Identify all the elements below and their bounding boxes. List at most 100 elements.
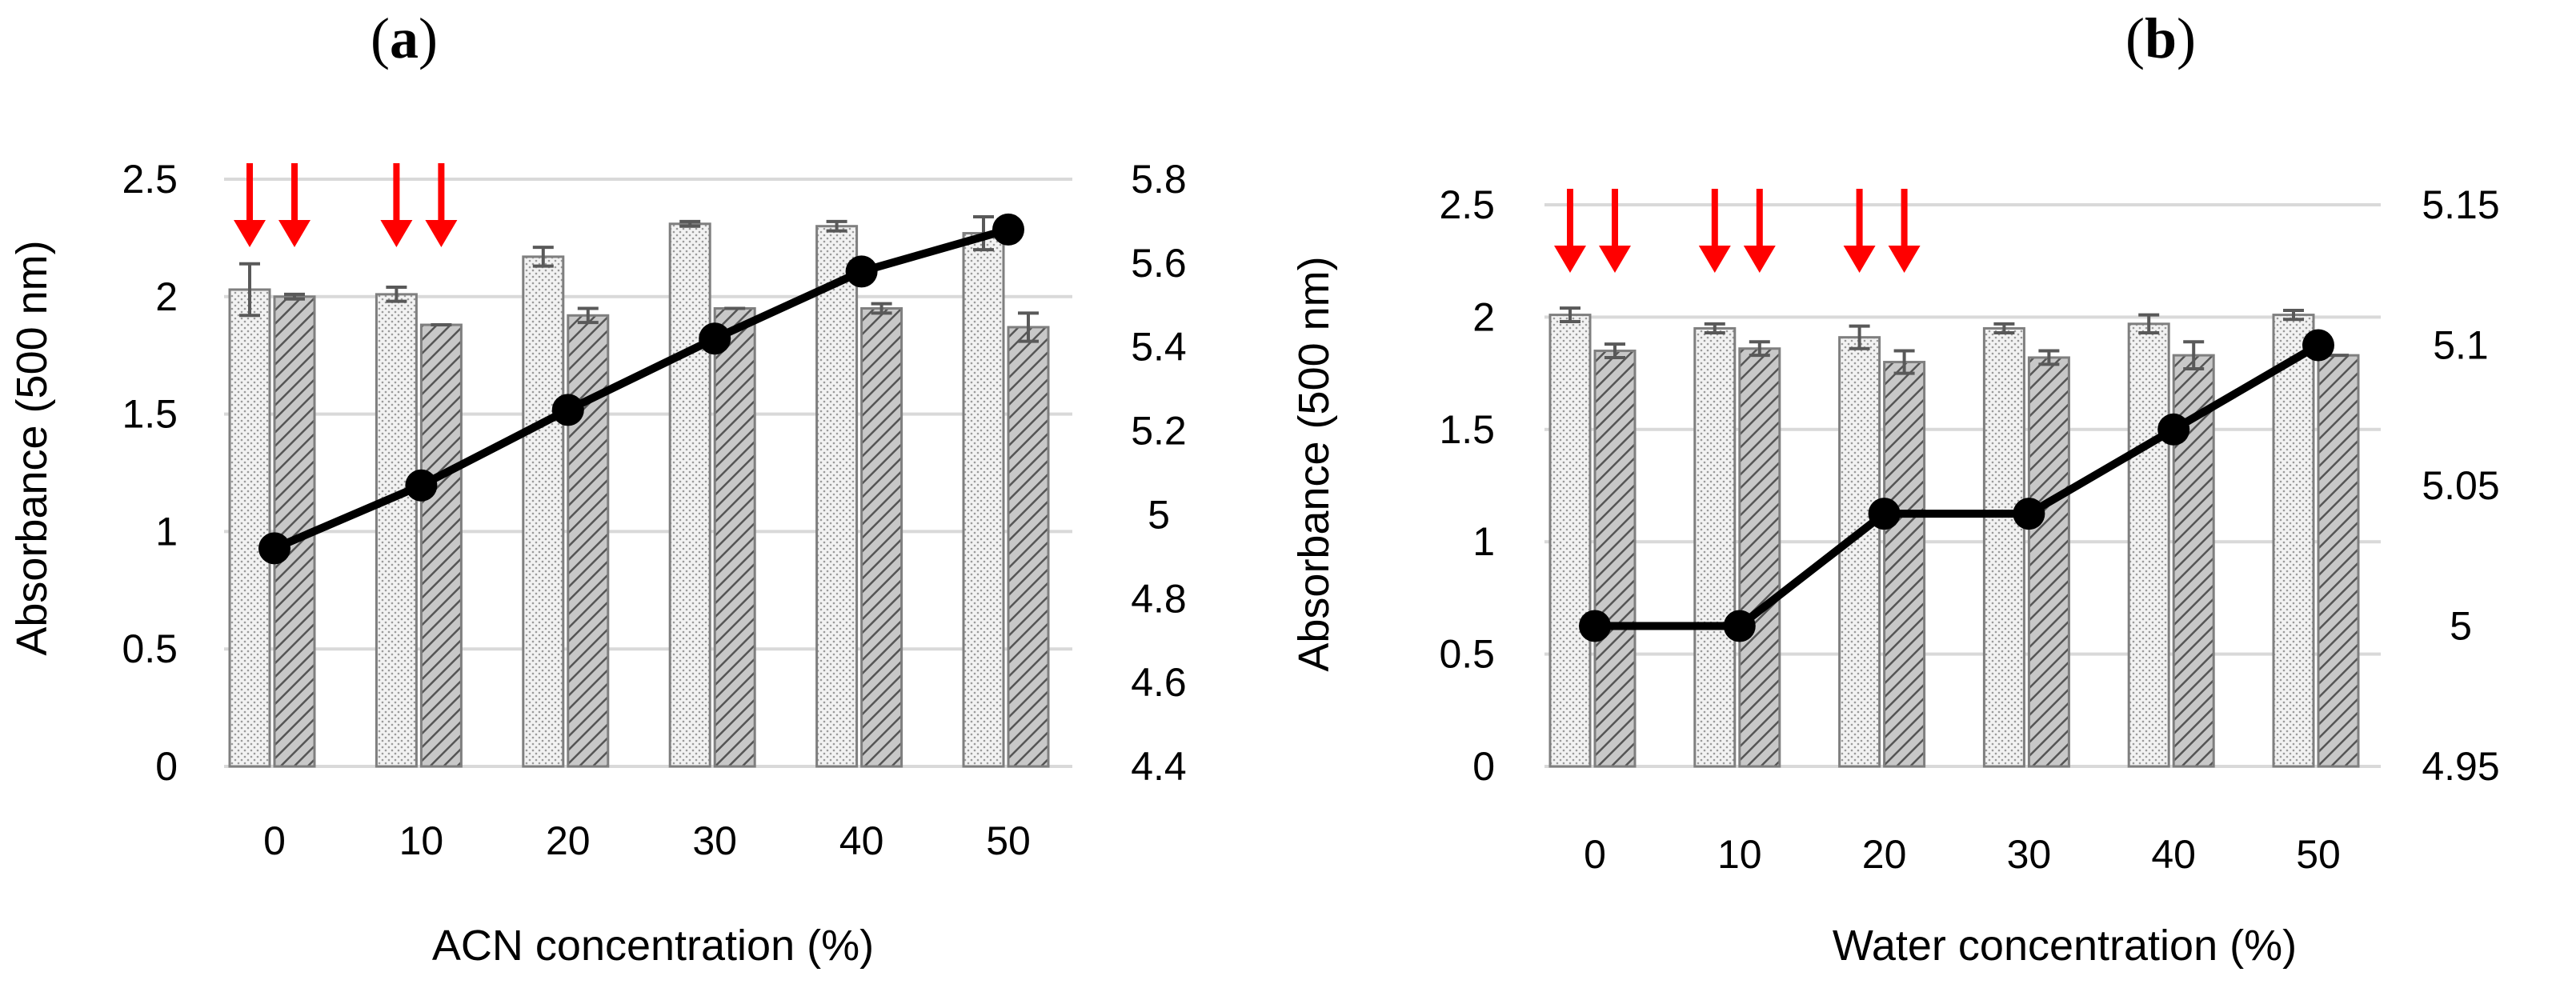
line-point xyxy=(258,532,290,565)
arrows-b xyxy=(1554,189,1921,273)
line-point xyxy=(2013,498,2045,530)
x-tick-label: 30 xyxy=(692,818,737,863)
y2-tick-label: 5 xyxy=(2450,604,2472,649)
bar xyxy=(567,314,610,768)
bar xyxy=(668,222,711,768)
error-bar xyxy=(1704,322,1725,335)
error-bars-b xyxy=(1560,306,2349,375)
red-arrow xyxy=(1554,189,1586,273)
y-tick-label: 2.5 xyxy=(1439,182,1495,227)
y-tick-label: 1 xyxy=(155,509,178,554)
line-point xyxy=(992,213,1024,246)
bar xyxy=(1738,347,1781,768)
bar xyxy=(522,255,565,768)
error-bar xyxy=(1849,324,1870,350)
bar xyxy=(228,288,271,768)
bars-a xyxy=(228,222,1050,768)
gridlines-b xyxy=(1544,203,2381,768)
red-arrow xyxy=(425,163,458,247)
gridlines-a xyxy=(224,178,1072,768)
red-arrow xyxy=(1599,189,1631,273)
y2-tick-label: 5.8 xyxy=(1131,157,1187,202)
y2-tick-label: 4.6 xyxy=(1131,660,1187,705)
x-tick-label: 50 xyxy=(2296,832,2341,877)
error-bar xyxy=(577,306,599,325)
red-arrow xyxy=(1743,189,1776,273)
y2-ticks-a: 4.4 4.6 4.8 5 5.2 5.4 5.6 5.8 xyxy=(1131,157,1187,789)
x-tick-label: 30 xyxy=(2007,832,2052,877)
y-axis-title-a: Absorbance (500 nm) xyxy=(8,240,56,655)
y-tick-label: 1.5 xyxy=(122,392,178,437)
red-arrow xyxy=(278,163,310,247)
bar xyxy=(375,293,418,768)
y-tick-label: 0.5 xyxy=(1439,632,1495,677)
bar xyxy=(1883,361,1926,768)
x-tick-label: 10 xyxy=(399,818,444,863)
bar xyxy=(713,306,756,768)
error-bar xyxy=(1560,306,1580,324)
bar xyxy=(1007,326,1050,768)
error-bar xyxy=(2183,340,2205,370)
arrows-a xyxy=(234,163,458,247)
line-series-a xyxy=(258,213,1024,565)
y2-tick-label: 5.6 xyxy=(1131,241,1187,286)
y2-tick-label: 5.15 xyxy=(2422,182,2499,227)
bar xyxy=(1693,326,1737,768)
error-bar xyxy=(2138,313,2160,335)
x-tick-label: 20 xyxy=(1862,832,1907,877)
y2-tick-label: 4.95 xyxy=(2422,744,2499,789)
x-tick-label: 20 xyxy=(546,818,591,863)
error-bar xyxy=(239,262,260,318)
line-point xyxy=(1579,610,1611,642)
error-bar xyxy=(386,286,407,303)
bar xyxy=(2027,356,2070,768)
y-ticks-a: 0 0.5 1 1.5 2 2.5 xyxy=(122,157,178,789)
error-bars-a xyxy=(239,214,1039,343)
y2-tick-label: 5.2 xyxy=(1131,409,1187,454)
y-tick-label: 0 xyxy=(155,744,178,789)
error-bar xyxy=(532,246,554,268)
y2-tick-label: 4.4 xyxy=(1131,744,1187,789)
y-ticks-b: 0 0.5 1 1.5 2 2.5 xyxy=(1439,182,1495,789)
x-ticks-a: 0 10 20 30 40 50 xyxy=(263,818,1031,863)
red-arrow xyxy=(380,163,413,247)
y2-tick-label: 5 xyxy=(1148,492,1170,537)
line-point xyxy=(2157,413,2190,446)
x-tick-label: 40 xyxy=(839,818,884,863)
error-bar xyxy=(284,292,305,301)
y2-tick-label: 5.05 xyxy=(2422,463,2499,508)
error-bar xyxy=(1893,349,1915,375)
line-path xyxy=(1595,342,2321,630)
panel-label-b: (b) xyxy=(2125,6,2196,70)
chart-panel-a: (a) 00.511.522.5 4.44.64.855.25.45.65.8 … xyxy=(8,6,1187,970)
line-point xyxy=(2302,329,2334,362)
y-tick-label: 1 xyxy=(1472,519,1495,564)
error-bar xyxy=(1993,322,2015,335)
bar xyxy=(2272,314,2315,768)
x-axis-title-a: ACN concentration (%) xyxy=(432,922,874,970)
y-tick-label: 0.5 xyxy=(122,626,178,671)
x-tick-label: 0 xyxy=(263,818,286,863)
x-tick-label: 0 xyxy=(1584,832,1606,877)
x-tick-label: 10 xyxy=(1717,832,1762,877)
error-bar xyxy=(2038,349,2060,366)
y2-tick-label: 5.1 xyxy=(2433,323,2489,368)
red-arrow xyxy=(1888,189,1921,273)
line-point xyxy=(845,255,878,288)
y2-ticks-b: 4.95 5 5.05 5.1 5.15 xyxy=(2422,182,2499,789)
line-series-b xyxy=(1579,329,2334,642)
y-axis-title-b: Absorbance (500 nm) xyxy=(1290,256,1338,671)
x-axis-title-b: Water concentration (%) xyxy=(1833,922,2297,970)
x-ticks-b: 0 10 20 30 40 50 xyxy=(1584,832,2341,877)
red-arrow xyxy=(1698,189,1731,273)
bar xyxy=(860,306,903,768)
error-bar xyxy=(2283,308,2304,322)
line-path xyxy=(273,226,1010,552)
bar xyxy=(1593,350,1637,768)
y2-tick-label: 5.4 xyxy=(1131,325,1187,370)
line-point xyxy=(1723,610,1756,642)
bar xyxy=(1548,314,1592,768)
bar xyxy=(419,323,463,768)
y-tick-label: 1.5 xyxy=(1439,407,1495,452)
error-bar xyxy=(1749,340,1770,358)
